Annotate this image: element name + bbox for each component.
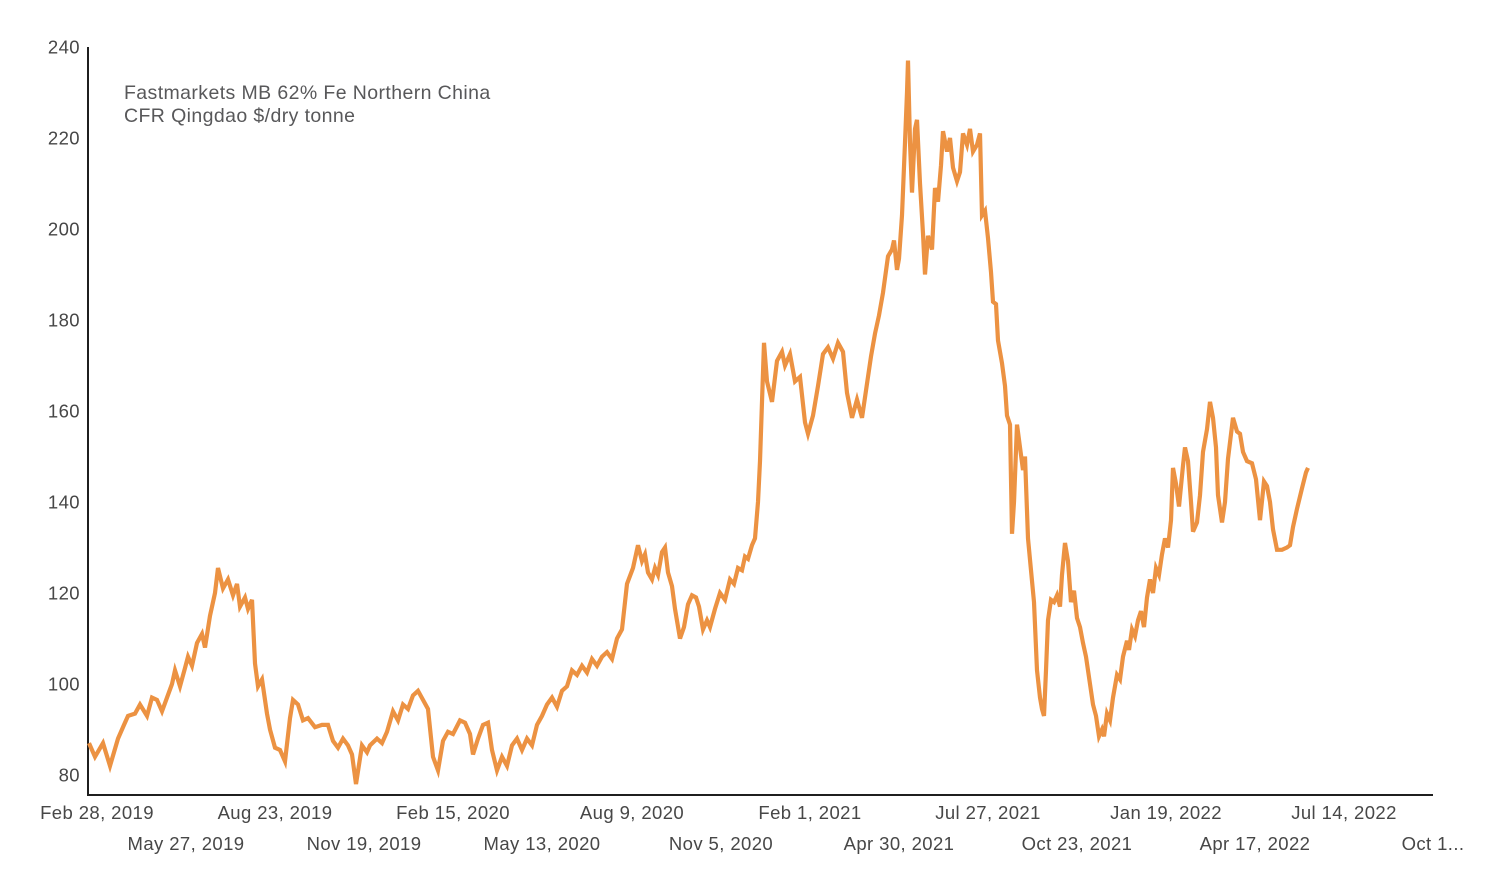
x-tick-label: Jul 27, 2021: [935, 802, 1041, 823]
y-tick-label: 220: [48, 128, 80, 149]
price-line[interactable]: [87, 60, 1310, 785]
x-tick-label: Jan 19, 2022: [1110, 802, 1222, 823]
x-tick-label: May 27, 2019: [128, 833, 245, 854]
y-tick-label: 100: [48, 674, 80, 695]
x-tick-label: May 13, 2020: [484, 833, 601, 854]
x-tick-label: Apr 30, 2021: [844, 833, 955, 854]
chart-title: Fastmarkets MB 62% Fe Northern China CFR…: [124, 82, 491, 128]
y-tick-label: 160: [48, 401, 80, 422]
y-tick-label: 80: [59, 765, 80, 786]
x-tick-label: Oct 23, 2021: [1022, 833, 1133, 854]
x-tick-label: Nov 19, 2019: [307, 833, 422, 854]
y-tick-label: 140: [48, 492, 80, 513]
y-tick-label: 200: [48, 219, 80, 240]
x-tick-label: Jul 14, 2022: [1291, 802, 1397, 823]
x-tick-label: Feb 1, 2021: [758, 802, 861, 823]
y-tick-label: 120: [48, 583, 80, 604]
x-tick-label: Aug 23, 2019: [218, 802, 333, 823]
y-tick-label: 180: [48, 310, 80, 331]
x-tick-label: Oct 1...: [1402, 833, 1465, 854]
y-tick-label: 240: [48, 37, 80, 58]
x-tick-label: Feb 28, 2019: [40, 802, 154, 823]
chart-title-line1: Fastmarkets MB 62% Fe Northern China: [124, 82, 491, 104]
x-tick-label: Nov 5, 2020: [669, 833, 773, 854]
chart-title-line2: CFR Qingdao $/dry tonne: [124, 105, 356, 127]
x-tick-label: Aug 9, 2020: [580, 802, 684, 823]
x-tick-label: Feb 15, 2020: [396, 802, 510, 823]
x-tick-label: Apr 17, 2022: [1200, 833, 1311, 854]
